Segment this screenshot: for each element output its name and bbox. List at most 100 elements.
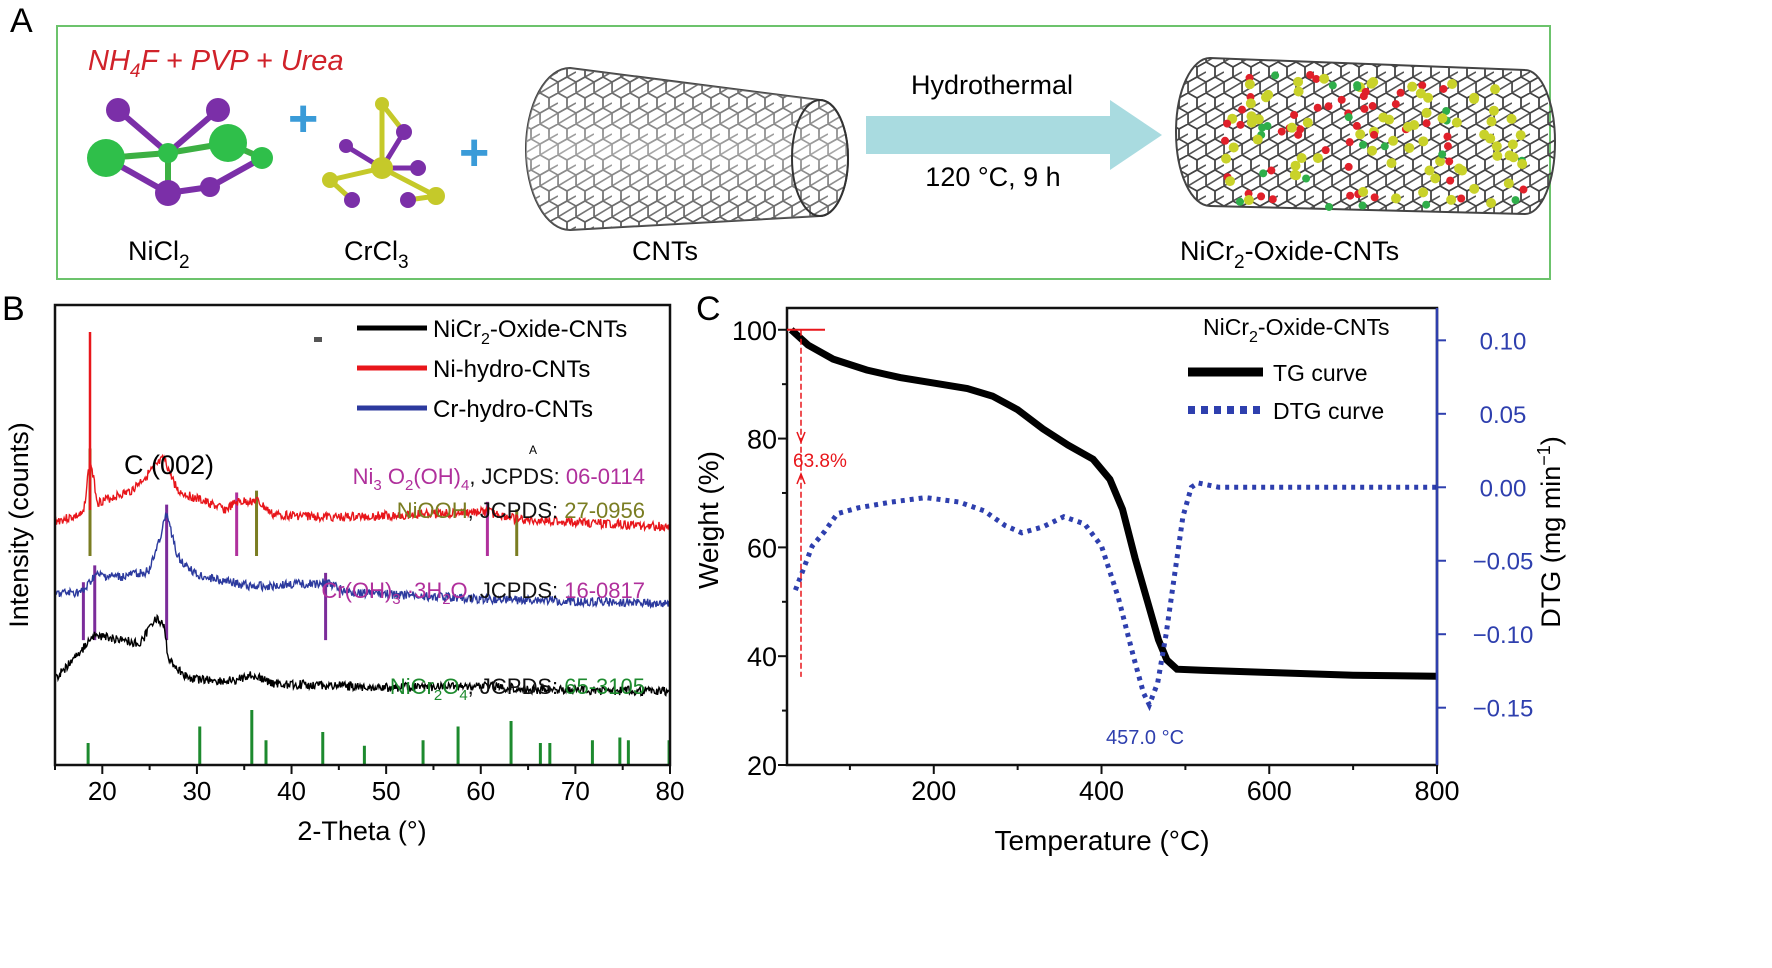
oxide-particle: [1415, 88, 1426, 99]
oxide-particle: [1344, 113, 1353, 122]
y2-tick-label: −0.05: [1473, 549, 1534, 576]
x-tick-label: 30: [182, 776, 211, 806]
y-tick-label: 100: [732, 316, 777, 346]
peak-temperature-label: 457.0 °C: [1106, 727, 1184, 749]
oxide-particle: [1359, 140, 1368, 149]
oxide-particle: [1268, 195, 1277, 204]
panel-a: A NH4F + PVP + Urea NiCl2 +: [10, 2, 1556, 280]
oxide-particle: [1236, 120, 1245, 129]
oxide-particle: [1236, 197, 1245, 206]
oxide-particle: [1368, 102, 1377, 111]
oxide-particle: [1286, 122, 1297, 133]
oxide-particle: [1469, 183, 1480, 194]
oxide-particle: [1277, 127, 1286, 136]
oxide-particle: [1267, 166, 1276, 175]
oxide-particle: [1243, 195, 1254, 206]
panel-label-a: A: [10, 2, 33, 40]
oxide-particle: [1446, 176, 1455, 185]
panel-b-xrd-chart: B 20 30 40 50 60 70 80 2-Theta (°) Intensity (…: [2, 290, 684, 846]
oxide-particle: [1337, 95, 1346, 104]
oxide-particle: [1423, 92, 1434, 103]
oxide-particle: [1290, 110, 1299, 119]
oxide-particle: [1418, 136, 1429, 147]
y-tick-label: 60: [747, 533, 777, 563]
x-tick-label: 60: [466, 776, 495, 806]
oxide-particle: [1290, 160, 1301, 171]
y-axis-label-c: Weight (%): [693, 451, 724, 589]
oxide-particle: [1488, 105, 1499, 116]
oxide-particle: [1253, 114, 1264, 125]
arrow-head-icon: [796, 431, 806, 485]
oxide-particle: [1469, 94, 1480, 105]
y2-axis-label-c: DTG (mg min−1): [1534, 436, 1566, 628]
oxide-particle: [1380, 142, 1389, 151]
oxide-particle: [1388, 135, 1399, 146]
weight-loss-label: 63.8%: [793, 451, 847, 472]
oxide-particle: [1244, 79, 1255, 90]
y-tick-label: 40: [747, 642, 777, 672]
oxide-particle: [1312, 153, 1323, 164]
oxide-particle: [1263, 122, 1272, 130]
oxide-particle: [1312, 74, 1321, 83]
oxide-particle: [1345, 138, 1354, 147]
y2-tick-label: −0.10: [1473, 622, 1534, 649]
oxide-particle: [1245, 98, 1256, 109]
oxide-particle: [1359, 92, 1368, 101]
reagents-label: NH4F + PVP + Urea: [88, 45, 344, 82]
oxide-particle: [1438, 150, 1447, 159]
oxide-particle: [1506, 113, 1517, 124]
x-tick-label: 600: [1247, 776, 1292, 806]
reference-label: NiCr2O4, JCPDS: 65-3105: [390, 674, 645, 704]
arrow-condition-top: Hydrothermal: [911, 70, 1073, 100]
x-tick-label: 70: [561, 776, 590, 806]
oxide-particle: [1504, 150, 1515, 161]
oxide-particle: [1492, 150, 1503, 161]
oxide-particle: [1257, 192, 1266, 201]
oxide-particle: [1313, 103, 1322, 112]
legend-label: Cr-hydro-CNTs: [433, 396, 593, 423]
oxide-particle: [1302, 174, 1311, 183]
oxide-particle: [1293, 86, 1304, 97]
y2-tick-label: 0.05: [1480, 402, 1527, 429]
oxide-particle: [1447, 79, 1458, 90]
oxide-particle: [1454, 163, 1465, 174]
x-tick-label: 200: [911, 776, 956, 806]
y2-tick-label: 0.00: [1480, 475, 1527, 502]
oxide-particle: [1519, 185, 1528, 194]
series-dtg-curve: [793, 480, 1437, 712]
oxide-particle: [1507, 139, 1518, 150]
oxide-particle: [1418, 81, 1427, 90]
oxide-particle: [1321, 146, 1330, 155]
oxide-particle: [1358, 186, 1369, 197]
oxide-particle: [1370, 193, 1379, 202]
x-tick-label: 400: [1079, 776, 1124, 806]
oxide-particle: [1391, 193, 1402, 204]
crcl3-label: CrCl3: [344, 236, 409, 273]
oxide-particle: [1271, 71, 1280, 80]
oxide-particle: [1225, 176, 1236, 187]
oxide-particle: [1360, 104, 1369, 113]
oxide-particle: [1515, 130, 1526, 141]
xrd-series-ni-hydro-cnts: [54, 453, 671, 533]
oxide-particle: [1325, 202, 1334, 211]
oxide-particle: [1259, 169, 1268, 178]
oxide-particle: [1430, 173, 1441, 184]
oxide-particle: [1446, 194, 1457, 205]
oxide-particle: [1263, 89, 1274, 100]
oxide-particle: [1223, 119, 1232, 128]
product-label: NiCr2-Oxide-CNTs: [1180, 236, 1399, 273]
oxide-particle: [1442, 107, 1451, 116]
xrd-series-nicr2-oxide-cnts: [54, 613, 671, 697]
oxide-particle: [1439, 84, 1448, 93]
x-tick-label: 50: [372, 776, 401, 806]
oxide-particle: [1409, 120, 1420, 131]
stray-dot: [314, 337, 322, 342]
oxide-particle: [1358, 201, 1367, 210]
oxide-particle: [1293, 76, 1304, 87]
oxide-particle: [1366, 78, 1377, 89]
plot-frame-b: [53, 303, 672, 767]
oxide-particle: [1422, 200, 1431, 209]
oxide-particle: [1479, 129, 1490, 140]
oxide-particle: [1355, 129, 1366, 140]
stray-mark: A: [529, 443, 537, 457]
